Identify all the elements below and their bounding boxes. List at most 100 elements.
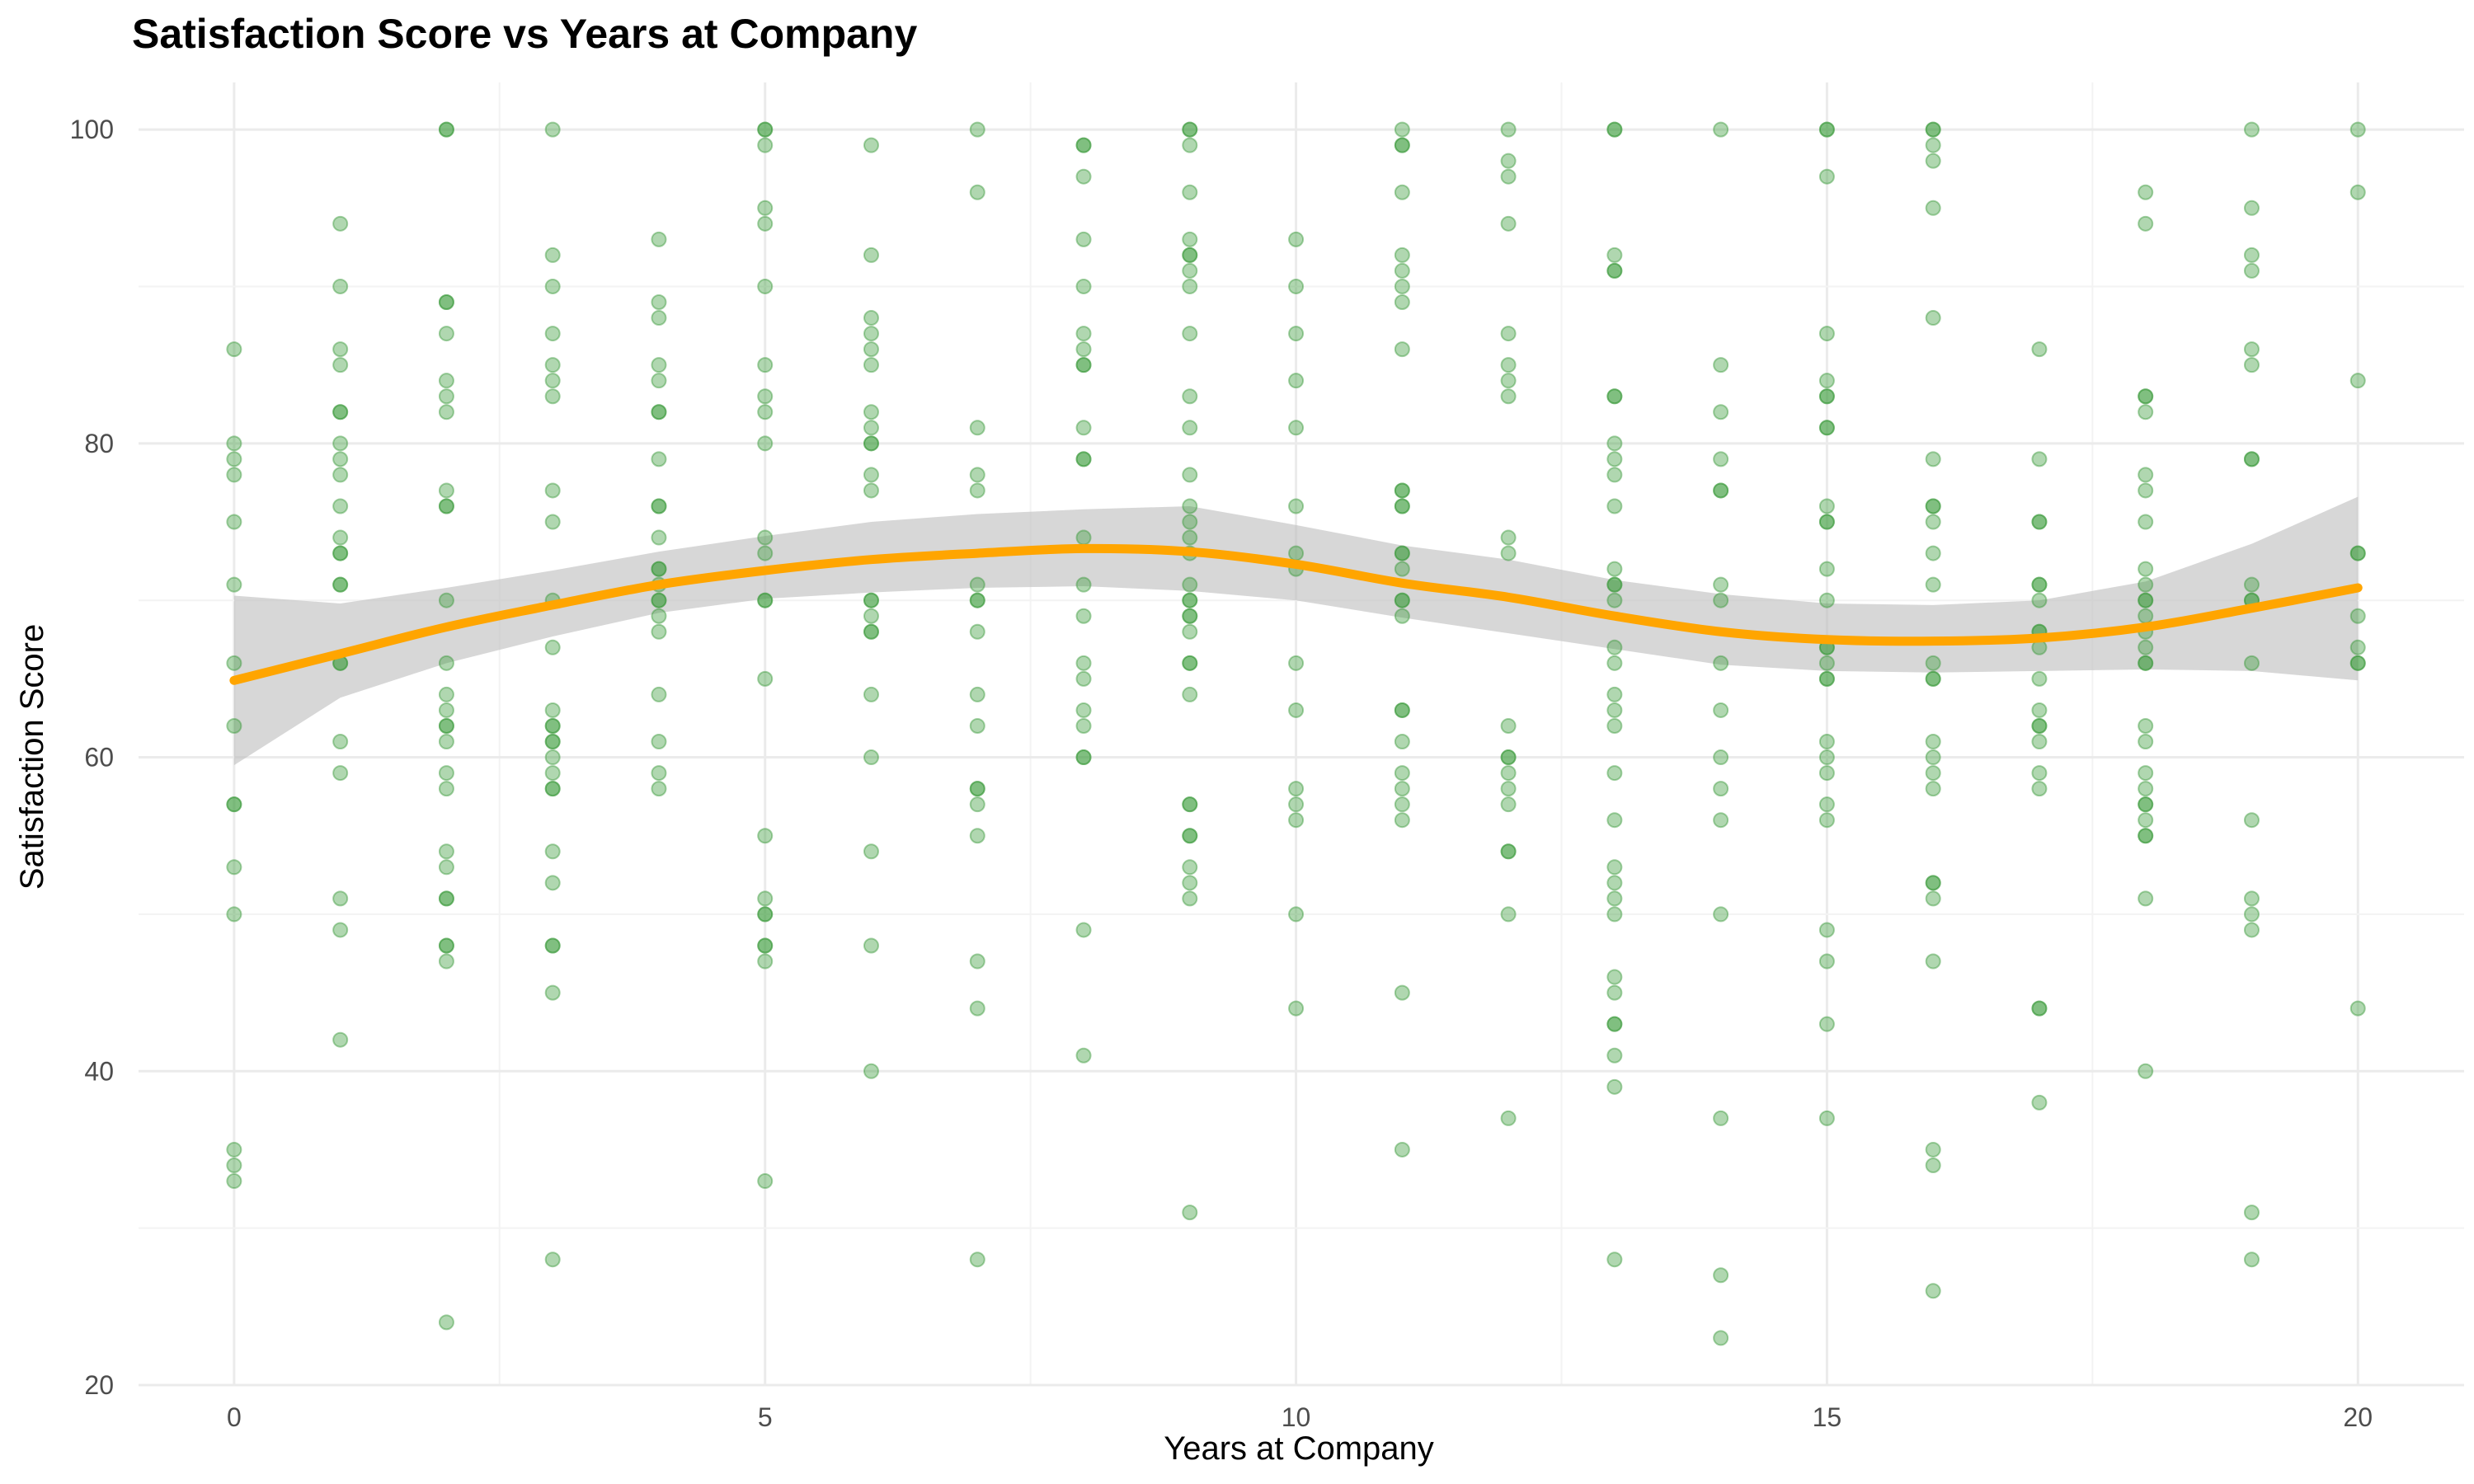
data-point — [2138, 781, 2154, 797]
data-point — [332, 451, 349, 467]
data-point — [1713, 482, 1729, 499]
data-point — [1182, 608, 1198, 624]
data-point — [2138, 467, 2154, 483]
data-point — [1713, 404, 1729, 420]
data-point — [1182, 592, 1198, 608]
data-point — [863, 435, 879, 452]
data-point — [2031, 514, 2048, 530]
data-point — [1075, 922, 1092, 938]
data-point — [1182, 828, 1198, 844]
data-point — [332, 498, 349, 514]
data-point — [651, 498, 667, 514]
data-point — [2243, 906, 2260, 923]
data-point — [1075, 357, 1092, 373]
data-point — [1925, 137, 1941, 153]
data-point — [1606, 1078, 1623, 1095]
data-point — [1182, 278, 1198, 294]
data-point — [1925, 200, 1941, 216]
data-point — [1182, 388, 1198, 405]
data-point — [969, 781, 985, 797]
data-point — [1818, 592, 1835, 608]
data-point — [1182, 1205, 1198, 1221]
data-point — [757, 937, 774, 954]
data-point — [332, 404, 349, 420]
data-point — [969, 796, 985, 813]
data-point — [863, 592, 879, 608]
data-point — [1394, 561, 1410, 577]
data-point — [2349, 1000, 2366, 1017]
data-point — [1818, 420, 1835, 436]
data-point — [1075, 749, 1092, 766]
data-point — [863, 310, 879, 326]
data-point — [544, 937, 561, 954]
data-point — [1606, 262, 1623, 279]
data-point — [544, 717, 561, 734]
data-point — [757, 1173, 774, 1190]
data-point — [1925, 765, 1941, 782]
data-point — [757, 906, 774, 923]
data-point — [438, 781, 454, 797]
data-point — [969, 467, 985, 483]
data-point — [1182, 623, 1198, 640]
data-point — [1182, 326, 1198, 342]
data-point — [863, 1063, 879, 1079]
data-point — [1606, 812, 1623, 829]
data-point — [651, 561, 667, 577]
data-point — [863, 404, 879, 420]
data-point — [1288, 545, 1305, 561]
data-point — [2138, 890, 2154, 907]
data-point — [2138, 734, 2154, 750]
data-point — [1606, 451, 1623, 467]
data-point — [438, 859, 454, 876]
data-point — [2349, 639, 2366, 655]
confidence-band-area — [233, 496, 2359, 766]
data-point — [2031, 717, 2048, 734]
data-point — [1288, 231, 1305, 247]
data-point — [2138, 796, 2154, 813]
data-point — [651, 451, 667, 467]
data-point — [438, 890, 454, 907]
data-point — [332, 215, 349, 232]
data-point — [1394, 247, 1410, 263]
data-point — [544, 247, 561, 263]
data-point — [651, 592, 667, 608]
data-point — [1394, 592, 1410, 608]
data-point — [1075, 326, 1092, 342]
data-point — [757, 404, 774, 420]
data-point — [1818, 953, 1835, 970]
data-point — [1606, 121, 1623, 138]
data-point — [1394, 121, 1410, 138]
data-point — [226, 796, 242, 813]
data-point — [757, 890, 774, 907]
data-point — [969, 828, 985, 844]
data-point — [1394, 734, 1410, 750]
data-point — [1925, 1157, 1941, 1173]
data-point — [1394, 482, 1410, 499]
data-point — [651, 404, 667, 420]
data-point — [1394, 137, 1410, 153]
data-point — [1394, 1141, 1410, 1158]
data-point — [2138, 215, 2154, 232]
data-point — [2243, 1252, 2260, 1268]
data-point — [651, 529, 667, 546]
data-point — [757, 592, 774, 608]
data-point — [1394, 796, 1410, 813]
data-point — [2031, 514, 2048, 530]
data-point — [1182, 655, 1198, 671]
data-point — [863, 482, 879, 499]
data-point — [544, 781, 561, 797]
data-point — [1818, 498, 1835, 514]
data-point — [1500, 843, 1517, 860]
data-point — [1075, 168, 1092, 185]
data-point — [863, 686, 879, 702]
data-point — [1818, 796, 1835, 813]
data-point — [544, 734, 561, 750]
data-point — [1182, 859, 1198, 876]
data-point — [2138, 388, 2154, 405]
data-point — [1606, 498, 1623, 514]
data-point — [1925, 310, 1941, 326]
data-point — [226, 717, 242, 734]
data-point — [757, 215, 774, 232]
data-point — [1925, 875, 1941, 891]
data-point — [651, 498, 667, 514]
